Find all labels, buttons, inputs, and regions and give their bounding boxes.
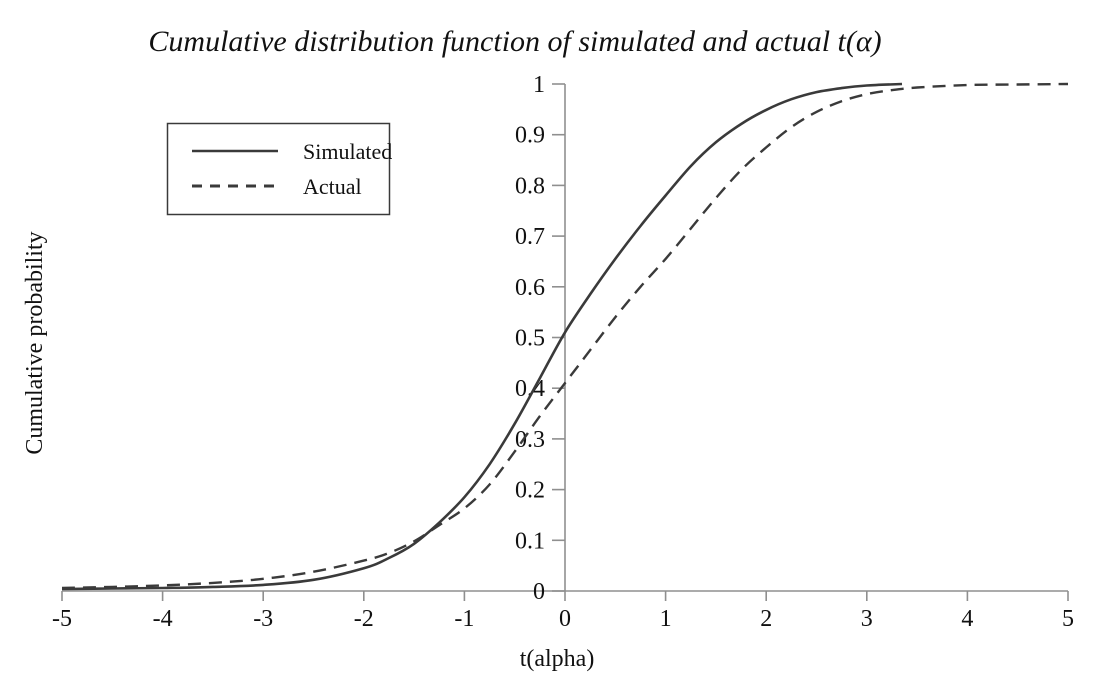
x-tick-label: 5 <box>1062 606 1074 632</box>
chart-title: Cumulative distribution function of simu… <box>148 25 881 58</box>
x-tick-label: -4 <box>153 606 173 632</box>
x-tick-label: 2 <box>760 606 772 632</box>
simulated-curve <box>61 82 903 591</box>
x-axis: -5 -4 -3 -2 -1 0 1 2 3 4 5 <box>52 590 1074 632</box>
y-tick-label: 1 <box>533 72 545 98</box>
y-tick-label: 0.9 <box>515 123 545 149</box>
y-axis: 00.10.20.30.40.50.60.70.80.91 <box>515 72 566 605</box>
y-tick-label: 0.6 <box>515 275 545 301</box>
y-tick-label: 0.7 <box>515 224 545 250</box>
x-tick-label: 3 <box>861 606 873 632</box>
x-tick-label: 1 <box>660 606 672 632</box>
y-axis-title: Cumulative probability <box>22 231 48 454</box>
x-axis-title: t(alpha) <box>520 646 595 672</box>
y-tick-label: 0.1 <box>515 528 545 554</box>
legend-actual-label: Actual <box>303 174 362 199</box>
x-tick-label: 4 <box>961 606 973 632</box>
actual-curve <box>61 82 1069 590</box>
legend-box <box>166 122 391 216</box>
legend-simulated-label: Simulated <box>303 139 392 164</box>
x-tick-label: -3 <box>253 606 273 632</box>
y-tick-label: 0.8 <box>515 173 545 199</box>
y-tick-label: 0.3 <box>515 427 545 453</box>
x-tick-label: -1 <box>454 606 474 632</box>
x-tick-label: 0 <box>559 606 571 632</box>
x-tick-label: -2 <box>354 606 374 632</box>
x-tick-label: -5 <box>52 606 72 632</box>
y-tick-label: 0.2 <box>515 478 545 504</box>
curves <box>61 82 1069 591</box>
y-tick-label: 0 <box>533 579 545 605</box>
y-tick-label: 0.5 <box>515 326 545 352</box>
legend: Simulated Actual <box>166 122 392 216</box>
